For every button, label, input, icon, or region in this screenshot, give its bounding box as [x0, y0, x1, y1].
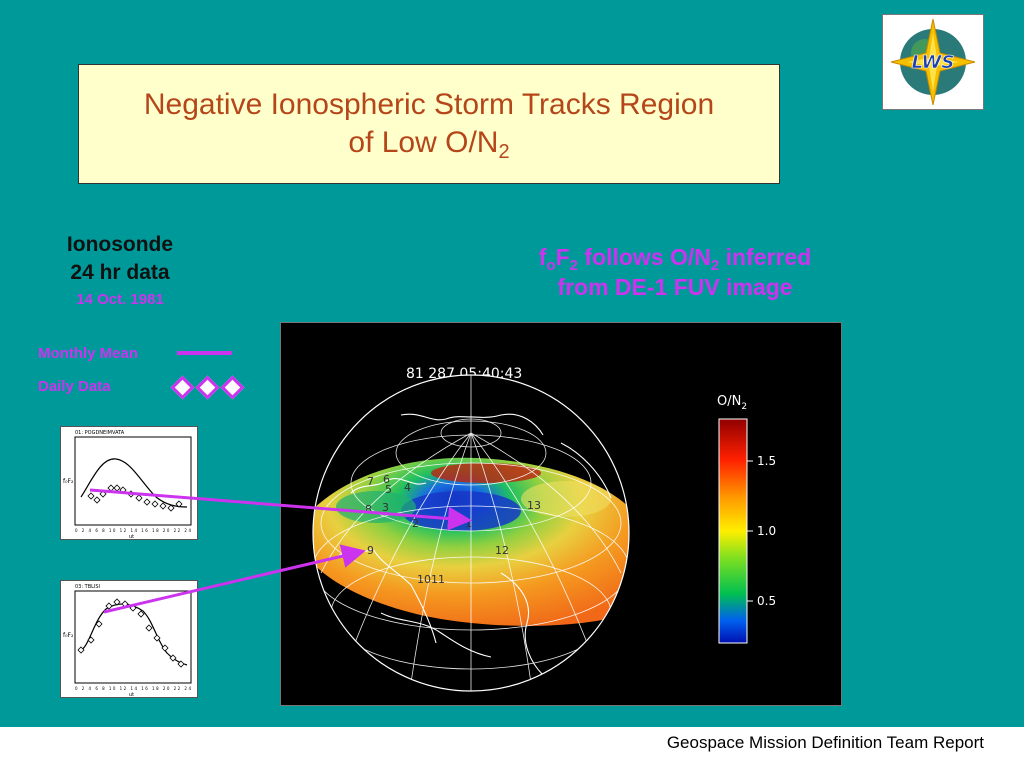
date-label: 14 Oct. 1981	[76, 291, 164, 308]
globe-outline	[312, 374, 630, 692]
ionosonde-heading: Ionosonde 24 hr data	[40, 231, 200, 287]
plot-1-daily-points	[87, 484, 183, 512]
diamond-marker-icon	[220, 375, 245, 400]
svg-text:3: 3	[382, 501, 389, 514]
plot-2-ylabel: f₀F₂	[63, 632, 74, 639]
svg-text:7: 7	[367, 475, 374, 488]
plot-2-xticks: 0 2 4 6 8 10 12 14 16 18 20 22 24	[75, 686, 191, 691]
svg-text:6: 6	[383, 473, 390, 486]
slide-title: Negative Ionospheric Storm Tracks Region…	[78, 64, 780, 184]
fof2-mid-sub: 2	[710, 257, 720, 274]
plot-2-title: 03: TBLISI	[75, 584, 100, 590]
fof2-line-2: from DE-1 FUV image	[557, 274, 793, 300]
svg-text:5: 5	[385, 483, 392, 496]
title-subscript: 2	[498, 141, 510, 163]
svg-text:4: 4	[404, 481, 411, 494]
fof2-f-sub: o	[546, 257, 556, 274]
legend-daily-data: Daily Data	[38, 378, 111, 395]
svg-text:10: 10	[417, 573, 431, 586]
legend-monthly-mean: Monthly Mean	[38, 345, 138, 362]
ionosonde-line-2: 24 hr data	[70, 261, 170, 284]
diamond-marker-icon	[195, 375, 220, 400]
ionosonde-plot-1: 01: POGDNEIMVATA f₀F₂ 0 2 4 6 8 10 12 14…	[60, 426, 198, 540]
fof2-F-sub: 2	[569, 257, 578, 274]
svg-text:8: 8	[365, 503, 372, 516]
title-line-1: Negative Ionospheric Storm Tracks Region	[143, 88, 715, 121]
de1-fuv-image: 81 287 05:40:43	[280, 322, 842, 706]
colorbar-label: O/N2	[717, 394, 747, 412]
fof2-heading: foF2 follows O/N2 inferred from DE-1 FUV…	[495, 242, 855, 302]
lws-logo: LWS	[882, 14, 984, 110]
svg-text:1: 1	[465, 517, 472, 530]
title-line-2: of Low O/N	[348, 126, 499, 159]
logo-text: LWS	[912, 52, 955, 73]
colorbar-tick-labels: 1.5 1.0 0.5	[757, 454, 776, 608]
plot-1-title: 01: POGDNEIMVATA	[75, 430, 125, 436]
ionosonde-plot-2: 03: TBLISI f₀F₂ 0 2 4 6 8 10 12 14 16 18…	[60, 580, 198, 698]
plot-1-ylabel: f₀F₂	[63, 478, 74, 485]
svg-text:12: 12	[495, 544, 509, 557]
colorbar-ticks	[747, 460, 753, 602]
fof2-f: f	[538, 244, 547, 270]
svg-text:0.5: 0.5	[757, 594, 776, 608]
svg-text:13: 13	[527, 499, 541, 512]
footer-text: Geospace Mission Definition Team Report	[666, 733, 984, 752]
fof2-F: F	[555, 244, 570, 270]
svg-text:9: 9	[367, 544, 374, 557]
lws-star-icon: LWS	[890, 18, 976, 106]
plot-1-xlabel: ut	[129, 534, 134, 539]
svg-text:1.0: 1.0	[757, 524, 776, 538]
monthly-mean-line-swatch	[177, 351, 232, 355]
diamond-marker-icon	[170, 375, 195, 400]
fof2-mid: follows O/N	[577, 244, 711, 270]
plot-2-daily-points	[77, 598, 185, 668]
fof2-end: inferred	[719, 244, 812, 270]
svg-text:2: 2	[412, 517, 419, 530]
ionosonde-line-1: Ionosonde	[66, 233, 174, 256]
slide: LWS Negative Ionospheric Storm Tracks Re…	[0, 0, 1024, 727]
svg-text:11: 11	[431, 573, 445, 586]
plot-2-xlabel: ut	[129, 692, 134, 697]
colorbar	[718, 418, 748, 644]
plot-1-xticks: 0 2 4 6 8 10 12 14 16 18 20 22 24	[75, 528, 191, 533]
svg-text:1.5: 1.5	[757, 454, 776, 468]
